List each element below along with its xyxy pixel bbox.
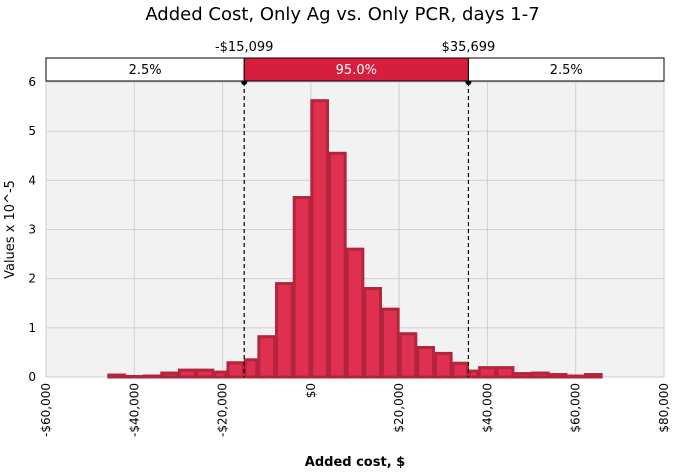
histogram-bar bbox=[177, 368, 197, 379]
histogram-bar bbox=[584, 373, 603, 379]
y-tick-label: 0 bbox=[28, 370, 36, 384]
band-right-label: 2.5% bbox=[550, 63, 583, 78]
x-tick-label: $80,000 bbox=[657, 383, 671, 433]
histogram-bar bbox=[142, 374, 162, 379]
y-tick-label: 6 bbox=[28, 75, 36, 89]
histogram-bar bbox=[213, 370, 228, 379]
x-tick-label: $20,000 bbox=[392, 383, 406, 433]
histogram-bar bbox=[380, 307, 400, 379]
y-tick-label: 3 bbox=[28, 223, 36, 237]
y-axis-label: Values x 10^-5 bbox=[3, 180, 18, 279]
histogram-bar bbox=[398, 332, 418, 379]
right-cutoff-label: $35,699 bbox=[442, 40, 496, 55]
histogram-bar bbox=[451, 361, 469, 379]
histogram-bar bbox=[467, 369, 480, 379]
band-left-label: 2.5% bbox=[129, 63, 162, 78]
histogram-bar bbox=[513, 372, 533, 379]
histogram-bar bbox=[345, 247, 365, 379]
histogram-bar bbox=[566, 374, 586, 379]
x-tick-label: -$60,000 bbox=[39, 383, 53, 437]
histogram-bar bbox=[160, 371, 179, 379]
x-tick-label: -$20,000 bbox=[216, 383, 230, 437]
band-middle-label: 95.0% bbox=[336, 63, 377, 78]
x-axis-label: Added cost, $ bbox=[305, 455, 405, 470]
x-tick-label: $60,000 bbox=[569, 383, 583, 433]
x-tick-label: -$40,000 bbox=[127, 383, 141, 437]
histogram-bar bbox=[363, 287, 382, 379]
histogram-bar bbox=[416, 346, 435, 379]
y-tick-label: 2 bbox=[28, 272, 36, 286]
x-tick-label: $40,000 bbox=[480, 383, 494, 433]
histogram-bar bbox=[328, 151, 347, 379]
x-axis-ticks: -$60,000 -$40,000 -$20,000 $0 $20,000 $40,000… bbox=[39, 383, 671, 437]
y-tick-label: 4 bbox=[28, 173, 36, 187]
histogram-bar bbox=[195, 368, 215, 379]
histogram-bar bbox=[548, 373, 568, 379]
histogram-bar bbox=[531, 371, 550, 379]
histogram-bar bbox=[243, 358, 259, 379]
chart-title: Added Cost, Only Ag vs. Only PCR, days 1… bbox=[145, 4, 540, 25]
y-tick-label: 1 bbox=[28, 321, 36, 335]
y-tick-label: 5 bbox=[28, 124, 36, 138]
y-axis-ticks: 0 1 2 3 4 5 6 bbox=[28, 75, 36, 384]
histogram-bar bbox=[292, 196, 312, 379]
histogram-bar bbox=[433, 351, 453, 379]
confidence-band: 2.5% 95.0% 2.5% bbox=[45, 57, 665, 82]
histogram-bar bbox=[310, 99, 330, 379]
histogram-bar bbox=[226, 361, 245, 379]
histogram-bar bbox=[124, 375, 144, 379]
band-right-segment bbox=[467, 57, 665, 82]
x-tick-label: $0 bbox=[304, 383, 318, 398]
histogram-bar bbox=[275, 282, 294, 379]
histogram-bars bbox=[107, 99, 603, 379]
histogram-bar bbox=[495, 366, 515, 379]
histogram-bar bbox=[478, 366, 497, 379]
left-cutoff-label: -$15,099 bbox=[215, 40, 273, 55]
histogram-bar bbox=[257, 335, 277, 379]
histogram-bar bbox=[107, 373, 126, 379]
